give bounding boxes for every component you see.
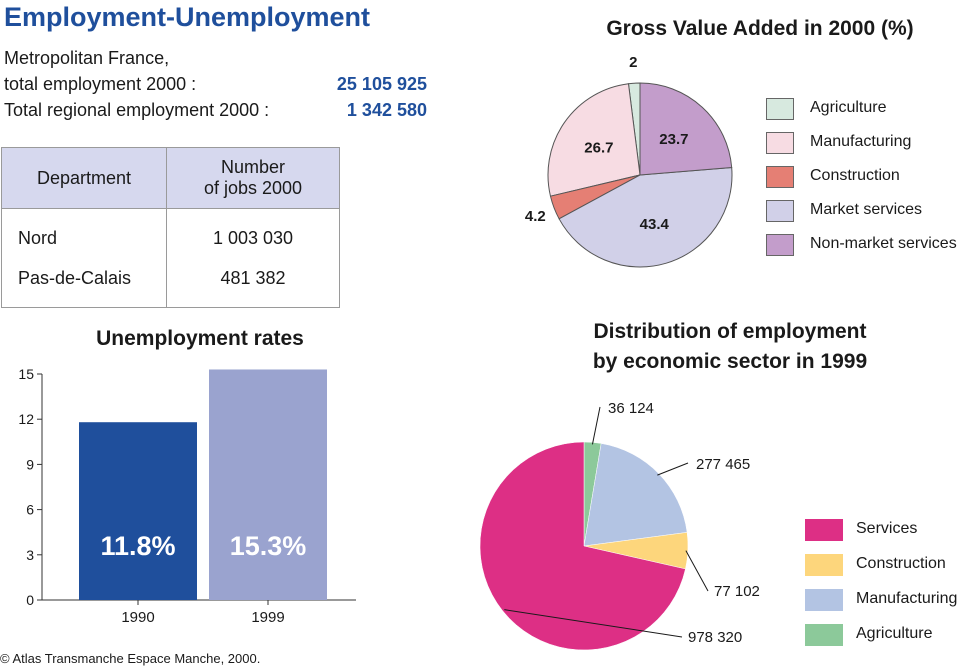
emp-legend-label: Construction [856, 555, 946, 572]
gva-legend-swatch [766, 166, 794, 188]
table-cell-jobs: 1 003 030 [166, 208, 340, 258]
emp-slice-label: 36 124 [608, 400, 654, 417]
table-header-jobs-line1: Number [220, 157, 286, 177]
emp-legend-swatch [805, 589, 843, 611]
employment-chart-title-line2: by economic sector in 1999 [592, 350, 868, 373]
emp-legend-swatch [805, 624, 843, 646]
gva-slice-market-services [558, 166, 733, 268]
gva-slice-non-market-services [639, 82, 733, 176]
y-tick-label: 15 [18, 366, 34, 382]
bar-1990 [79, 422, 197, 600]
table-row: Nord 1 003 030 [1, 208, 340, 258]
gva-slice-label: 26.7 [584, 140, 613, 157]
emp-legend-label: Services [856, 520, 918, 537]
info-line-3-value: 1 342 580 [346, 100, 427, 120]
emp-slice-label: 277 465 [696, 456, 750, 473]
gva-slice-manufacturing [547, 83, 641, 197]
gva-legend-label: Manufacturing [810, 133, 912, 150]
gva-legend-label: Non-market services [810, 235, 957, 252]
employment-pie-chart: 36 124 277 465 77 102 978 320 [479, 400, 760, 651]
y-tick-label: 3 [26, 547, 34, 563]
y-tick-label: 12 [18, 411, 34, 427]
table-header-jobs: Number of jobs 2000 [166, 147, 340, 209]
emp-leader-line [657, 462, 689, 476]
emp-slice-manufacturing [583, 443, 688, 547]
emp-slice-services [479, 441, 686, 651]
gva-slice-label: 2 [629, 54, 637, 71]
page-title: Employment-Unemployment [4, 2, 371, 32]
y-tick-label: 0 [26, 592, 34, 608]
bar-value-label: 11.8% [100, 531, 175, 561]
bar-chart-title: Unemployment rates [96, 327, 304, 350]
info-line-3-label: Total regional employment 2000 : [4, 100, 270, 120]
table-cell-dept: Pas-de-Calais [1, 258, 167, 308]
table-cell-jobs: 481 382 [166, 258, 340, 308]
emp-slice-label: 77 102 [714, 583, 760, 600]
table-cell-dept: Nord [1, 208, 167, 258]
emp-leader-line [591, 406, 601, 445]
copyright-text: © Atlas Transmanche Espace Manche, 2000. [0, 651, 261, 666]
y-tick-label: 9 [26, 456, 34, 472]
bar-1999 [209, 369, 327, 600]
gva-pie-chart: 2 26.7 4.2 43.4 23.7 [525, 54, 733, 268]
gva-slice-label: 4.2 [525, 208, 546, 225]
gva-legend-swatch [766, 234, 794, 256]
table-header-department: Department [1, 147, 167, 209]
gva-legend-label: Construction [810, 167, 900, 184]
unemployment-bar-chart: 0 3 6 9 12 15 11.8% 1990 15.3% 1999 [18, 366, 356, 626]
employment-chart-title-line1: Distribution of employment [593, 320, 867, 343]
department-table: Department Number of jobs 2000 Nord 1 00… [1, 147, 340, 308]
y-tick-label: 6 [26, 502, 34, 518]
emp-legend-swatch [805, 519, 843, 541]
x-tick-label: 1999 [251, 609, 284, 626]
emp-legend-label: Manufacturing [856, 590, 958, 607]
emp-legend-swatch [805, 554, 843, 576]
info-line-2-value: 25 105 925 [336, 74, 427, 94]
info-line-1: Metropolitan France, [4, 48, 170, 68]
x-tick-label: 1990 [121, 609, 154, 626]
gva-legend-label: Market services [810, 201, 923, 218]
gva-slice-label: 23.7 [659, 131, 688, 148]
table-header-jobs-line2: of jobs 2000 [203, 178, 303, 198]
gva-slice-label: 43.4 [640, 216, 670, 233]
gva-chart-title: Gross Value Added in 2000 (%) [606, 17, 914, 40]
emp-leader-line [685, 550, 709, 592]
bar-value-label: 15.3% [230, 531, 307, 561]
info-line-2-label: total employment 2000 : [4, 74, 197, 94]
table-row: Pas-de-Calais 481 382 [1, 258, 340, 308]
gva-legend-swatch [766, 98, 794, 120]
emp-legend-label: Agriculture [856, 625, 933, 642]
gva-legend-label: Agriculture [810, 99, 887, 116]
gva-legend-swatch [766, 132, 794, 154]
emp-slice-label: 978 320 [688, 629, 742, 646]
gva-legend-swatch [766, 200, 794, 222]
emp-leader-line [504, 609, 683, 638]
